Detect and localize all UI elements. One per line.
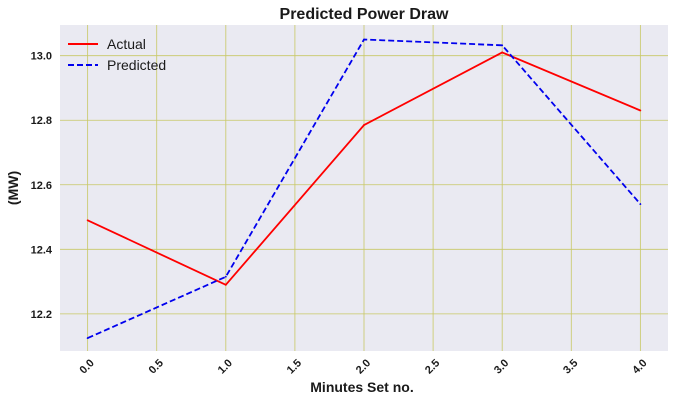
data-point-predicted	[639, 203, 642, 206]
legend-label-predicted: Predicted	[107, 57, 166, 73]
data-point-predicted	[224, 275, 227, 278]
x-tick-label: 0.5	[147, 357, 166, 376]
y-axis-label: (MW)	[5, 171, 21, 205]
x-tick-label: 2.0	[354, 357, 373, 376]
data-point-actual	[501, 51, 504, 54]
grid-lines	[60, 25, 668, 351]
legend: Actual Predicted	[68, 36, 166, 73]
x-tick-label: 1.0	[216, 357, 235, 376]
x-tick-label: 3.0	[492, 357, 511, 376]
x-tick-label: 2.5	[423, 357, 442, 376]
data-point-actual	[639, 109, 642, 112]
x-tick-label: 4.0	[630, 357, 649, 376]
x-tick-label: 1.5	[285, 357, 304, 376]
x-axis-label: Minutes Set no.	[310, 379, 413, 395]
y-tick-label: 12.6	[31, 180, 52, 192]
data-point-predicted	[86, 337, 89, 339]
data-point-actual	[86, 219, 89, 222]
x-axis-ticks: 0.0 0.5 1.0 1.5 2.0 2.5 3.0 3.5 4.0	[78, 357, 650, 376]
data-point-actual	[224, 283, 227, 286]
x-tick-label: 3.5	[561, 357, 580, 376]
data-point-actual	[363, 124, 365, 126]
y-tick-label: 13.0	[31, 51, 52, 63]
y-tick-label: 12.4	[31, 244, 53, 256]
chart-title: Predicted Power Draw	[280, 6, 450, 23]
legend-label-actual: Actual	[107, 36, 146, 52]
y-tick-label: 12.2	[31, 309, 52, 321]
x-tick-label: 0.0	[78, 357, 97, 376]
data-point-predicted	[363, 38, 365, 41]
y-tick-label: 12.8	[31, 115, 52, 127]
y-axis-ticks: 12.2 12.4 12.6 12.8 13.0	[31, 51, 53, 321]
series-lines	[86, 38, 642, 339]
data-point-predicted	[501, 44, 504, 47]
